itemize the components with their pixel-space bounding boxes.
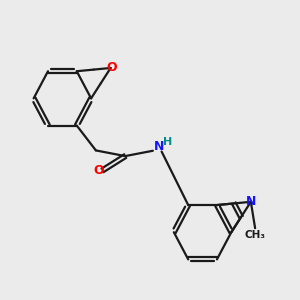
Text: O: O bbox=[93, 164, 104, 177]
Text: O: O bbox=[106, 61, 117, 74]
Text: H: H bbox=[163, 137, 172, 147]
Text: CH₃: CH₃ bbox=[244, 230, 266, 240]
Text: N: N bbox=[154, 140, 164, 153]
Text: N: N bbox=[246, 195, 256, 208]
